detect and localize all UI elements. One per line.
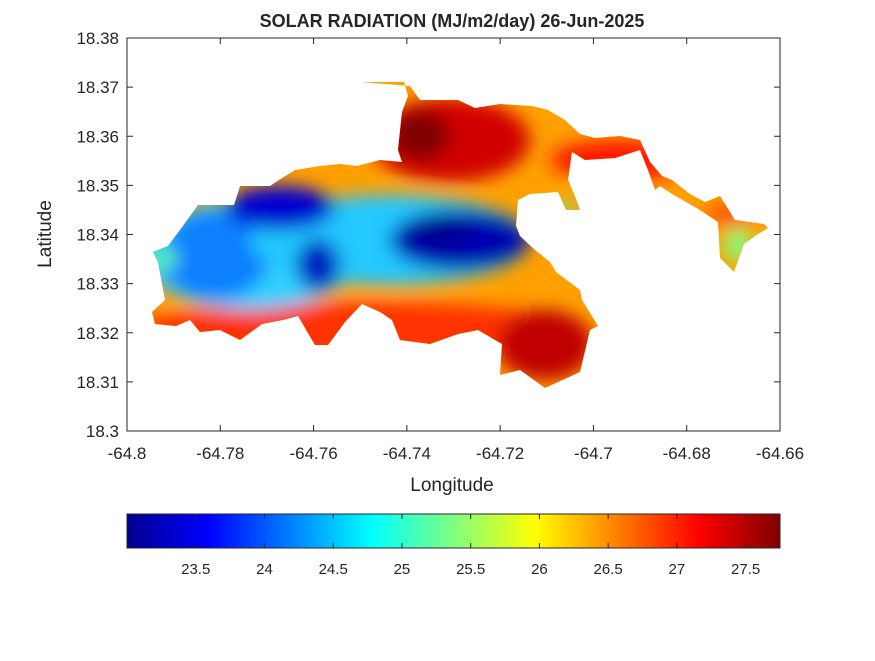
- north-dark: [225, 186, 335, 230]
- x-tick-label: -64.68: [663, 444, 711, 463]
- y-tick-label: 18.38: [76, 29, 119, 48]
- colorbar-tick-label: 27: [669, 561, 686, 578]
- colorbar-tick-label: 25.5: [456, 561, 485, 578]
- colorbar-tick-label: 26.5: [594, 561, 623, 578]
- y-tick-label: 18.34: [76, 226, 119, 245]
- west-blue: [160, 210, 270, 300]
- x-tick-label: -64.74: [383, 444, 431, 463]
- y-axis: 18.3 18.31 18.32 18.33 18.34 18.35 18.36 18.37 1…: [76, 29, 780, 441]
- colorbar-tick-label: 26: [531, 561, 548, 578]
- x-axis-label: Longitude: [410, 475, 493, 496]
- basin-core: [410, 212, 470, 248]
- x-tick-label: -64.7: [574, 444, 613, 463]
- y-tick-label: 18.32: [76, 324, 119, 343]
- northeast-core: [390, 110, 450, 160]
- y-tick-label: 18.37: [76, 78, 119, 97]
- x-tick-label: -64.66: [756, 444, 804, 463]
- y-tick-label: 18.33: [76, 275, 119, 294]
- y-axis-label: Latitude: [35, 200, 56, 268]
- south-coast-hot: [497, 310, 593, 380]
- x-tick-label: -64.78: [196, 444, 244, 463]
- x-tick-label: -64.72: [476, 444, 524, 463]
- x-tick-label: -64.8: [108, 444, 147, 463]
- y-tick-label: 18.31: [76, 373, 119, 392]
- x-tick-label: -64.76: [289, 444, 337, 463]
- west-edge-green: [153, 248, 177, 268]
- colorbar-tick-label: 27.5: [731, 561, 760, 578]
- colorbar-tick-label: 25: [394, 561, 411, 578]
- y-tick-label: 18.36: [76, 127, 119, 146]
- mid-dark: [296, 239, 340, 291]
- y-tick-label: 18.35: [76, 176, 119, 195]
- colorbar: [126, 513, 781, 549]
- x-axis: -64.8 -64.78 -64.76 -64.74 -64.72 -64.7 -64.68…: [108, 38, 804, 463]
- colorbar-tick-label: 23.5: [181, 561, 210, 578]
- y-tick-label: 18.3: [86, 422, 119, 441]
- chart-title: SOLAR RADIATION (MJ/m2/day) 26-Jun-2025: [260, 11, 645, 31]
- colorbar-ticks: 23.5 24 24.5 25 25.5 26 26.5 27 27.5: [181, 514, 760, 578]
- colorbar-tick-label: 24.5: [319, 561, 348, 578]
- colorbar-tick-label: 24: [256, 561, 273, 578]
